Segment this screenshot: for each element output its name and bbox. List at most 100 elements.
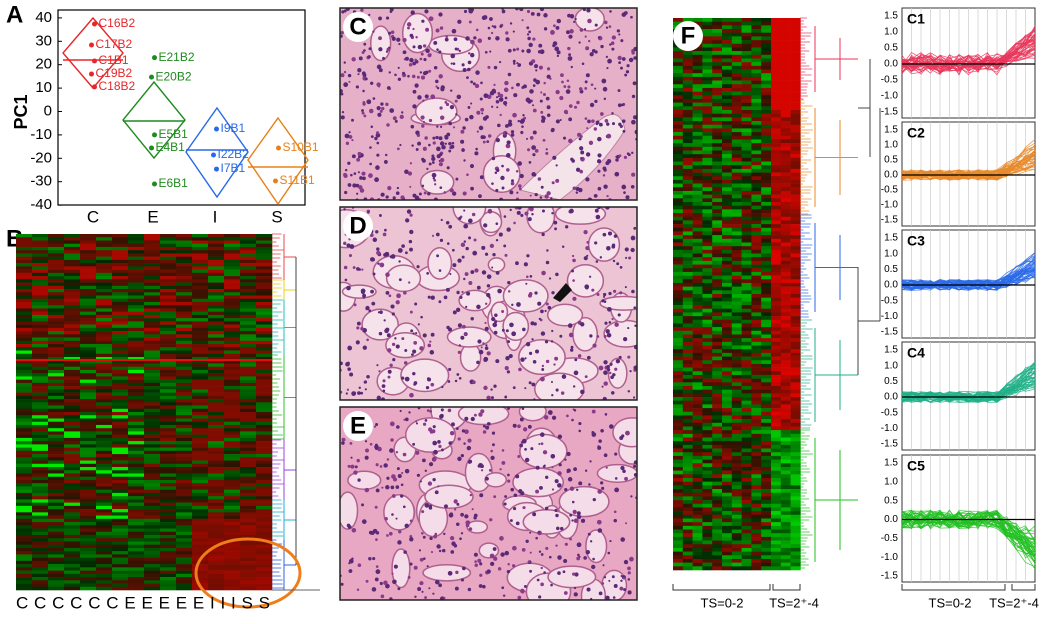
heatmap-cell (256, 315, 272, 319)
heatmap-cell (761, 279, 771, 283)
nucleus (480, 97, 483, 100)
nucleus (357, 478, 360, 481)
heatmap-cell (16, 302, 32, 306)
heatmap-cell (80, 509, 96, 513)
heatmap-cell (742, 290, 752, 294)
heatmap-cell (96, 295, 112, 299)
heatmap-cell (702, 309, 712, 313)
heatmap-cell (64, 564, 80, 568)
heatmap-cell (693, 187, 703, 191)
heatmap-cell (208, 467, 224, 471)
heatmap-cell (16, 564, 32, 568)
heatmap-cell (32, 266, 48, 270)
heatmap-cell (742, 33, 752, 37)
heatmap-cell (96, 451, 112, 455)
heatmap-cell (176, 299, 192, 303)
heatmap-cell (693, 257, 703, 261)
heatmap-cell (683, 309, 693, 313)
nucleus (607, 159, 611, 163)
nucleus (502, 449, 505, 452)
heatmap-cell (192, 328, 208, 332)
heatmap-cell (48, 338, 64, 342)
nucleus (613, 290, 616, 293)
heatmap-cell (683, 349, 693, 353)
heatmap-cell (693, 169, 703, 173)
heatmap-cell (128, 493, 144, 497)
heatmap-cell (771, 206, 781, 210)
heatmap-cell (742, 408, 752, 412)
heatmap-cell (722, 353, 732, 357)
nucleus (542, 116, 546, 120)
nucleus (490, 388, 492, 390)
nucleus (412, 349, 416, 353)
nucleus (414, 59, 417, 62)
heatmap-cell (144, 341, 160, 345)
nucleus (417, 474, 420, 477)
nucleus (448, 142, 451, 145)
heatmap-cell (176, 257, 192, 261)
heatmap-cell (112, 448, 128, 452)
heatmap-cell (48, 551, 64, 555)
heatmap-cell (208, 535, 224, 539)
heatmap-cell (683, 338, 693, 342)
heatmap-cell (112, 363, 128, 367)
heatmap-cell (176, 418, 192, 422)
nucleus (430, 94, 435, 99)
heatmap-cell (160, 470, 176, 474)
heatmap-cell (80, 496, 96, 500)
heatmap-cell (240, 334, 256, 338)
heatmap-cell (256, 396, 272, 400)
heatmap-cell (673, 110, 683, 114)
heatmap-cell (771, 29, 781, 33)
heatmap-cell (160, 402, 176, 406)
panel-label: E (350, 412, 366, 439)
heatmap-cell (16, 470, 32, 474)
heatmap-cell (256, 341, 272, 345)
nucleus (407, 75, 410, 78)
nucleus (432, 161, 435, 164)
heatmap-cell (732, 195, 742, 199)
nucleus (440, 126, 442, 128)
heatmap-cell (673, 331, 683, 335)
heatmap-cell (48, 422, 64, 426)
nucleus (376, 251, 380, 255)
heatmap-cell (32, 512, 48, 516)
heatmap-cell (781, 22, 791, 26)
nucleus (398, 43, 400, 45)
heatmap-cell (722, 357, 732, 361)
heatmap-cell (751, 346, 761, 350)
heatmap-cell (751, 290, 761, 294)
heatmap-cell (160, 448, 176, 452)
heatmap-cell (208, 577, 224, 581)
nucleus (498, 567, 501, 570)
nucleus (363, 43, 366, 46)
panel-label: A (6, 1, 23, 28)
heatmap-cell (176, 263, 192, 267)
heatmap-cell (693, 121, 703, 125)
heatmap-cell (80, 577, 96, 581)
nucleus (572, 501, 575, 504)
heatmap-cell (96, 234, 112, 238)
heatmap-cell (761, 55, 771, 59)
heatmap-cell (751, 294, 761, 298)
nucleus (553, 363, 555, 365)
nucleus (597, 293, 600, 296)
heatmap-cell (751, 106, 761, 110)
nucleus (552, 156, 556, 160)
nucleus (601, 487, 604, 490)
heatmap-cell (144, 580, 160, 584)
nucleus (426, 386, 429, 389)
heatmap-cell (771, 397, 781, 401)
heatmap-cell (791, 213, 801, 217)
heatmap-cell (80, 399, 96, 403)
heatmap-cell (64, 506, 80, 510)
heatmap-cell (742, 150, 752, 154)
heatmap-cell (208, 299, 224, 303)
nucleus (479, 493, 483, 497)
heatmap-cell (64, 587, 80, 591)
nucleus (483, 357, 488, 362)
heatmap-cell (693, 239, 703, 243)
nucleus (362, 519, 367, 524)
nucleus (375, 578, 379, 582)
heatmap-cell (144, 480, 160, 484)
